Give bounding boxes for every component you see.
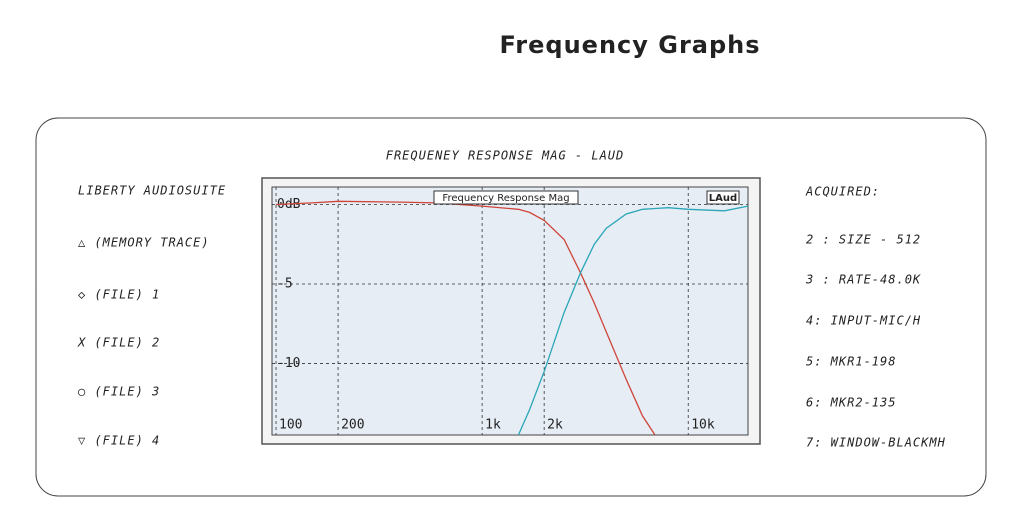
right-panel-item: 3 : RATE-48.0K — [805, 273, 921, 287]
right-panel-item: 2 : SIZE - 512 — [806, 233, 921, 247]
y-tick-label: -10 — [277, 356, 300, 371]
x-tick-label: 1k — [485, 418, 501, 433]
panel-title: FREQUENEY RESPONSE MAG - LAUD — [386, 149, 625, 163]
series-line — [275, 200, 656, 435]
plot-area — [271, 186, 749, 436]
left-panel-item: ▽ (FILE) 4 — [78, 434, 160, 448]
left-panel-item: ○ (FILE) 3 — [78, 385, 160, 399]
chart-label-box — [706, 190, 740, 205]
chart-title: Frequency Response Mag — [442, 193, 569, 204]
x-tick-label: 2k — [547, 418, 563, 433]
right-panel-item: 4: INPUT-MIC/H — [806, 314, 921, 328]
right-panel-item: 5: MKR1-198 — [806, 355, 896, 369]
x-tick-label: 100 — [279, 418, 302, 433]
x-tick-label: 10k — [691, 418, 715, 433]
right-panel-item: 6: MKR2-135 — [806, 396, 896, 410]
chart-title-box — [433, 190, 579, 205]
series-line — [517, 205, 748, 435]
right-panel-item: ACQUIRED: — [805, 185, 880, 199]
left-panel-item: LIBERTY AUDIOSUITE — [78, 184, 226, 198]
x-tick-label: 200 — [341, 418, 364, 433]
chart-label: LAud — [709, 193, 737, 204]
page-title: Frequency Graphs — [499, 31, 760, 59]
y-tick-label: -5 — [277, 276, 293, 291]
left-panel-item: ◇ (FILE) 1 — [78, 288, 160, 302]
left-panel-item: △ (MEMORY TRACE) — [78, 236, 210, 250]
right-panel-item: 7: WINDOW-BLACKMH — [806, 436, 946, 450]
left-panel-item: X (FILE) 2 — [77, 336, 160, 350]
